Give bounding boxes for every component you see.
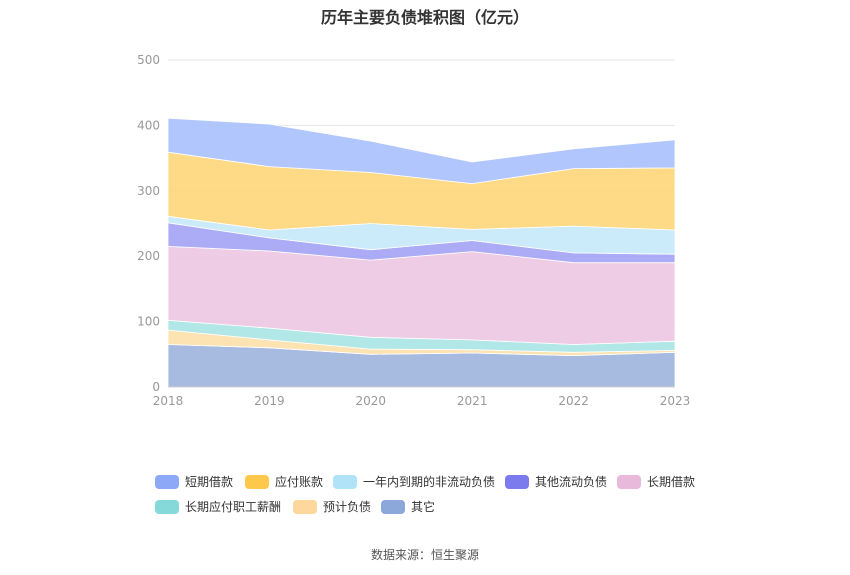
legend-swatch xyxy=(381,499,405,514)
legend-swatch xyxy=(293,499,317,514)
y-tick-label: 300 xyxy=(137,184,160,198)
chart-title: 历年主要负债堆积图（亿元） xyxy=(320,8,529,27)
legend-label: 其它 xyxy=(411,500,436,514)
y-tick-label: 0 xyxy=(152,380,160,394)
area-series xyxy=(167,117,676,388)
legend-item[interactable]: 其他流动负债 xyxy=(505,473,607,490)
legend-item[interactable]: 长期应付职工薪酬 xyxy=(155,498,281,515)
legend-item[interactable]: 长期借款 xyxy=(617,473,695,490)
x-tick-label: 2022 xyxy=(558,394,589,408)
y-tick-label: 200 xyxy=(137,249,160,263)
area-series-短期借款 xyxy=(167,117,676,185)
legend-item[interactable]: 预计负债 xyxy=(293,498,371,515)
legend-item[interactable]: 短期借款 xyxy=(155,473,233,490)
legend-swatch xyxy=(333,474,357,489)
legend-swatch xyxy=(155,499,179,514)
x-tick-label: 2020 xyxy=(356,394,387,408)
x-tick-label: 2021 xyxy=(457,394,488,408)
x-tick-label: 2018 xyxy=(153,394,184,408)
legend-label: 应付账款 xyxy=(275,475,324,489)
x-tick-label: 2019 xyxy=(254,394,285,408)
legend-item[interactable]: 应付账款 xyxy=(245,473,323,490)
y-tick-label: 100 xyxy=(137,315,160,329)
legend-item[interactable]: 一年内到期的非流动负债 xyxy=(333,473,495,490)
legend-swatch xyxy=(245,474,269,489)
y-tick-label: 500 xyxy=(137,53,160,67)
stacked-area-chart: 0 100 200 300 400 500 2018 2019 2020 2021 2022 202… xyxy=(137,53,691,408)
x-axis-tick-labels: 2018 2019 2020 2021 2022 2023 xyxy=(153,394,691,408)
legend-label: 长期应付职工薪酬 xyxy=(185,500,282,514)
legend-item[interactable]: 其它 xyxy=(381,498,435,515)
x-tick-label: 2023 xyxy=(660,394,691,408)
legend-label: 短期借款 xyxy=(185,475,234,489)
legend-swatch xyxy=(505,474,529,489)
legend-label: 长期借款 xyxy=(647,475,696,489)
legend-swatch xyxy=(617,474,641,489)
y-axis-tick-labels: 0 100 200 300 400 500 xyxy=(137,53,160,394)
data-source-note: 数据来源：恒生聚源 xyxy=(370,548,479,562)
y-tick-label: 400 xyxy=(137,118,160,132)
legend-label: 一年内到期的非流动负债 xyxy=(363,475,496,489)
legend-label: 预计负债 xyxy=(323,500,372,514)
legend-swatch xyxy=(155,474,179,489)
legend-label: 其他流动负债 xyxy=(535,475,608,489)
